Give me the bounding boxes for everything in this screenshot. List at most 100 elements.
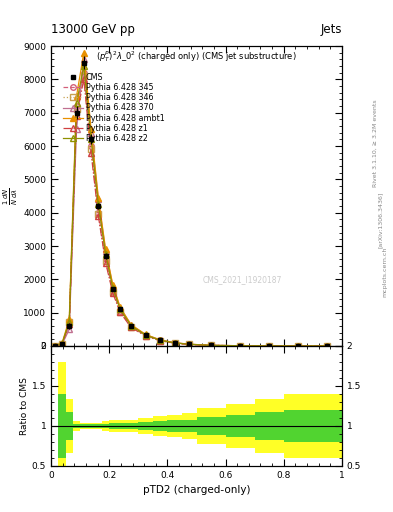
Pythia 6.428 345: [118, 308, 123, 314]
Pythia 6.428 z1: [118, 309, 123, 315]
Pythia 6.428 345: [209, 343, 213, 349]
Pythia 6.428 370: [67, 326, 72, 332]
Pythia 6.428 346: [158, 337, 163, 344]
Pythia 6.428 370: [103, 248, 108, 254]
Text: [arXiv:1306.3436]: [arXiv:1306.3436]: [378, 192, 383, 248]
Pythia 6.428 z2: [238, 343, 242, 349]
Pythia 6.428 ambt1: [67, 316, 72, 323]
Pythia 6.428 346: [89, 146, 94, 153]
Pythia 6.428 ambt1: [173, 339, 177, 346]
Pythia 6.428 ambt1: [325, 343, 330, 349]
Line: Pythia 6.428 346: Pythia 6.428 346: [52, 73, 330, 349]
Pythia 6.428 z1: [267, 343, 272, 349]
Pythia 6.428 370: [267, 343, 272, 349]
Y-axis label: $\frac{1}{N}\frac{dN}{d\lambda}$: $\frac{1}{N}\frac{dN}{d\lambda}$: [2, 187, 20, 205]
Pythia 6.428 346: [267, 343, 272, 349]
Pythia 6.428 z2: [143, 332, 148, 338]
Pythia 6.428 370: [129, 322, 134, 328]
Pythia 6.428 345: [110, 288, 115, 294]
Pythia 6.428 345: [187, 342, 192, 348]
Pythia 6.428 z2: [118, 306, 123, 312]
Pythia 6.428 345: [74, 103, 79, 109]
Pythia 6.428 z1: [52, 343, 57, 349]
Pythia 6.428 z2: [110, 285, 115, 291]
Pythia 6.428 ambt1: [89, 126, 94, 133]
Pythia 6.428 346: [187, 342, 192, 348]
Pythia 6.428 z2: [129, 323, 134, 329]
Pythia 6.428 346: [52, 343, 57, 349]
Pythia 6.428 370: [74, 126, 79, 133]
Pythia 6.428 z2: [173, 340, 177, 346]
Pythia 6.428 z1: [110, 290, 115, 296]
Pythia 6.428 z1: [296, 343, 301, 349]
Pythia 6.428 z1: [89, 150, 94, 156]
Pythia 6.428 346: [118, 309, 123, 315]
Pythia 6.428 345: [67, 319, 72, 326]
X-axis label: pTD2 (charged-only): pTD2 (charged-only): [143, 485, 250, 495]
Pythia 6.428 346: [96, 211, 101, 218]
Pythia 6.428 345: [103, 257, 108, 263]
Pythia 6.428 370: [89, 130, 94, 136]
Line: Pythia 6.428 z2: Pythia 6.428 z2: [52, 63, 330, 349]
Pythia 6.428 z2: [267, 343, 272, 349]
Pythia 6.428 370: [209, 342, 213, 348]
Pythia 6.428 370: [173, 340, 177, 346]
Pythia 6.428 z1: [325, 343, 330, 349]
Pythia 6.428 370: [52, 343, 57, 349]
Pythia 6.428 370: [60, 342, 64, 348]
Text: Jets: Jets: [320, 23, 342, 36]
Pythia 6.428 346: [67, 319, 72, 325]
Text: Rivet 3.1.10, ≥ 3.2M events: Rivet 3.1.10, ≥ 3.2M events: [373, 99, 378, 187]
Pythia 6.428 370: [325, 343, 330, 349]
Pythia 6.428 345: [267, 343, 272, 349]
Pythia 6.428 z1: [81, 76, 86, 82]
Pythia 6.428 z2: [96, 201, 101, 207]
Pythia 6.428 z2: [209, 343, 213, 349]
Pythia 6.428 345: [296, 343, 301, 349]
Pythia 6.428 z1: [158, 337, 163, 344]
Pythia 6.428 z2: [89, 136, 94, 142]
Pythia 6.428 z1: [60, 341, 64, 347]
Pythia 6.428 z2: [296, 343, 301, 349]
Pythia 6.428 z2: [52, 343, 57, 349]
Pythia 6.428 z2: [103, 251, 108, 258]
Pythia 6.428 ambt1: [143, 331, 148, 337]
Pythia 6.428 z2: [158, 337, 163, 344]
Pythia 6.428 ambt1: [158, 337, 163, 343]
Pythia 6.428 345: [129, 324, 134, 330]
Pythia 6.428 z2: [67, 318, 72, 325]
Pythia 6.428 z2: [74, 100, 79, 106]
Pythia 6.428 z1: [143, 333, 148, 339]
Pythia 6.428 z1: [103, 260, 108, 266]
Pythia 6.428 346: [209, 343, 213, 349]
Pythia 6.428 ambt1: [129, 322, 134, 328]
Pythia 6.428 ambt1: [74, 93, 79, 99]
Pythia 6.428 z2: [325, 343, 330, 349]
Pythia 6.428 z2: [60, 340, 64, 347]
Pythia 6.428 370: [187, 341, 192, 347]
Pythia 6.428 345: [158, 337, 163, 344]
Pythia 6.428 ambt1: [209, 342, 213, 348]
Pythia 6.428 370: [118, 305, 123, 311]
Pythia 6.428 346: [296, 343, 301, 349]
Pythia 6.428 370: [81, 56, 86, 62]
Text: mcplots.cern.ch: mcplots.cern.ch: [383, 246, 387, 296]
Pythia 6.428 z1: [67, 321, 72, 327]
Pythia 6.428 345: [143, 333, 148, 339]
Pythia 6.428 345: [81, 70, 86, 76]
Pythia 6.428 345: [238, 343, 242, 349]
Pythia 6.428 z1: [238, 343, 242, 349]
Pythia 6.428 ambt1: [52, 343, 57, 349]
Pythia 6.428 370: [238, 343, 242, 349]
Pythia 6.428 345: [52, 343, 57, 349]
Pythia 6.428 346: [129, 324, 134, 330]
Pythia 6.428 346: [173, 340, 177, 346]
Legend: CMS, Pythia 6.428 345, Pythia 6.428 346, Pythia 6.428 370, Pythia 6.428 ambt1, P: CMS, Pythia 6.428 345, Pythia 6.428 346,…: [61, 71, 166, 144]
Pythia 6.428 z1: [96, 213, 101, 219]
Pythia 6.428 346: [60, 340, 64, 347]
Pythia 6.428 z2: [81, 63, 86, 69]
Pythia 6.428 ambt1: [118, 304, 123, 310]
Pythia 6.428 370: [158, 337, 163, 343]
Line: Pythia 6.428 370: Pythia 6.428 370: [52, 57, 330, 349]
Pythia 6.428 z1: [74, 113, 79, 119]
